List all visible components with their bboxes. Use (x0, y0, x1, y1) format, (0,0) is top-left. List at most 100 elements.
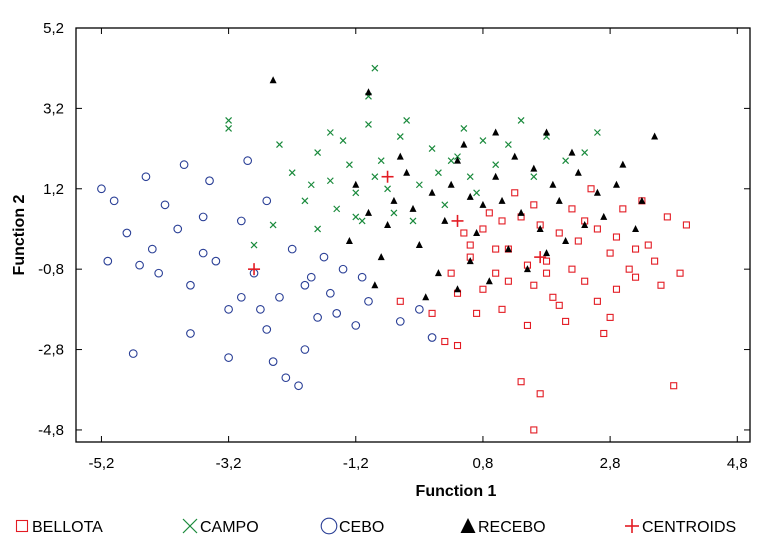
campo-point (288, 169, 296, 177)
legend-marker-cebo (320, 517, 338, 535)
campo-point (581, 149, 589, 157)
recebo-point (492, 172, 500, 180)
bellota-point (612, 285, 621, 293)
recebo-point (364, 208, 372, 216)
cebo-point (173, 224, 183, 234)
campo-point (428, 145, 436, 153)
recebo-point (612, 180, 620, 188)
cebo-point (281, 373, 291, 383)
cebo-point (364, 296, 373, 306)
recebo-point (593, 188, 601, 196)
cebo-point (236, 292, 246, 302)
campo-point (345, 161, 353, 169)
bellota-point (479, 285, 487, 293)
y-axis-title: Function 2 (11, 194, 28, 275)
cebo-point (294, 381, 303, 391)
bellota-series (396, 185, 690, 434)
recebo-point (638, 196, 646, 204)
cebo-point (319, 252, 329, 262)
campo-point (479, 137, 487, 144)
campo-point (466, 173, 474, 181)
recebo-point (530, 164, 538, 172)
campo-point (352, 213, 360, 221)
recebo-point (441, 216, 449, 224)
bellota-point (453, 341, 462, 350)
x-tick-label: 4,8 (727, 455, 748, 472)
recebo-point (619, 160, 627, 168)
recebo-point (517, 208, 525, 216)
recebo-point (371, 281, 379, 289)
recebo-point (536, 224, 544, 232)
campo-point (314, 225, 322, 233)
y-tick-label: 1,2 (43, 181, 64, 198)
bellota-point (517, 378, 525, 386)
recebo-point (574, 168, 582, 176)
campo-point (530, 173, 538, 181)
campo-point (409, 217, 417, 225)
legend-label: BELLOTA (32, 519, 103, 536)
cebo-point (103, 256, 113, 266)
cebo-point (427, 333, 437, 342)
bellota-point (485, 209, 493, 217)
recebo-point (434, 269, 442, 277)
cebo-point (236, 216, 246, 226)
axis-ticks: -5,2 -3,2 -1,2 0,8 2,8 4,8 5,2 3,2 1,2 -0,8 -2,8 -4… (38, 20, 750, 472)
bellota-point (631, 273, 640, 281)
bellota-point (460, 229, 468, 237)
campo-point (384, 185, 391, 193)
recebo-point (504, 245, 512, 253)
recebo-series (269, 76, 659, 301)
campo-point (396, 133, 404, 140)
cebo-point (135, 260, 144, 270)
recebo-point (466, 257, 474, 265)
cebo-point (179, 160, 189, 170)
bellota-point (447, 269, 455, 277)
campo-point (339, 137, 347, 144)
recebo-point (632, 224, 640, 232)
recebo-point (543, 128, 551, 136)
campo-point (403, 117, 411, 124)
y-tick-label: -2,8 (38, 342, 64, 359)
cebo-point (224, 305, 233, 314)
bellota-point (473, 309, 481, 317)
recebo-point (454, 156, 462, 164)
bellota-point (498, 217, 506, 225)
cebo-point (224, 353, 233, 362)
campo-point (333, 205, 341, 213)
bellota-point (542, 257, 551, 265)
recebo-point (269, 76, 277, 84)
campo-point (390, 209, 398, 217)
recebo-point (581, 220, 589, 228)
recebo-point (473, 228, 481, 236)
campo-point (454, 153, 461, 161)
campo-point (358, 217, 366, 225)
campo-point (307, 181, 315, 189)
cebo-point (268, 357, 278, 366)
bellota-point (498, 305, 506, 313)
recebo-point (466, 192, 474, 200)
y-tick-label: 3,2 (43, 100, 64, 117)
cebo-point (275, 292, 284, 302)
y-tick-label: -0,8 (38, 261, 64, 278)
campo-point (352, 189, 360, 197)
bellota-point (555, 229, 563, 237)
bellota-point (682, 221, 690, 229)
bellota-point (549, 293, 557, 301)
bellota-point (466, 241, 474, 249)
bellota-point (568, 205, 576, 213)
campo-point (276, 141, 283, 148)
x-tick-label: 2,8 (600, 455, 621, 472)
plot-frame (75, 27, 751, 443)
centroids-point (248, 263, 261, 276)
bellota-point (676, 269, 684, 277)
campo-point (371, 64, 379, 72)
cebo-point (332, 309, 342, 318)
recebo-point (377, 253, 385, 261)
y-tick-label: -4,8 (38, 422, 64, 439)
bellota-point (428, 309, 436, 317)
cebo-point (415, 305, 424, 314)
bellota-point (651, 257, 659, 265)
recebo-point (511, 152, 519, 160)
cebo-point (128, 349, 138, 358)
bellota-point (562, 317, 570, 325)
